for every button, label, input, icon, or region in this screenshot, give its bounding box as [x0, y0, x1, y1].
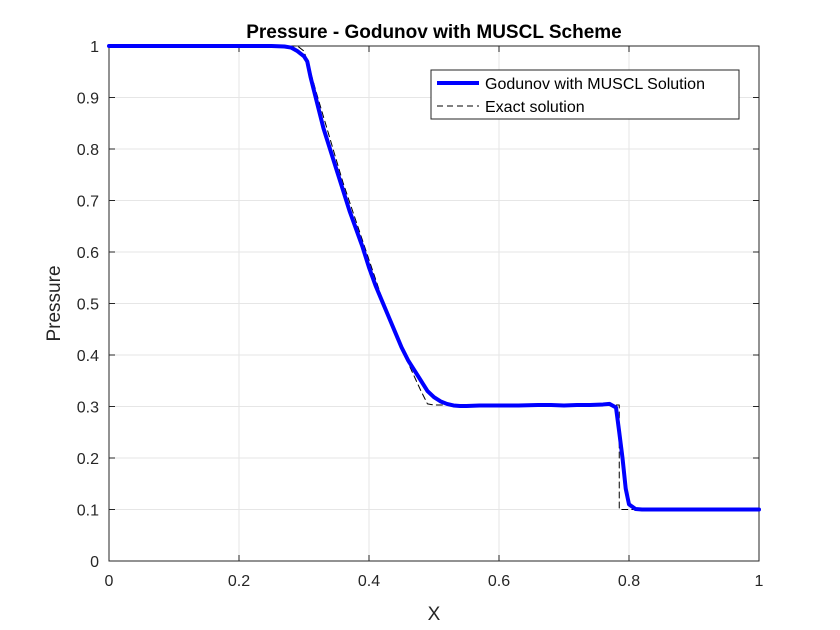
y-tick-label: 0.6 — [77, 245, 99, 262]
x-axis-label: X — [428, 604, 441, 625]
x-tick-label: 0.2 — [228, 573, 250, 590]
series-line-exact — [108, 45, 760, 510]
legend-label-exact: Exact solution — [485, 99, 585, 116]
x-tick-label: 0.6 — [488, 573, 510, 590]
x-tick-label: 0.8 — [618, 573, 640, 590]
x-tick-label: 0.4 — [358, 573, 380, 590]
legend: Godunov with MUSCL Solution Exact soluti… — [430, 69, 740, 120]
legend-label-godunov: Godunov with MUSCL Solution — [485, 76, 705, 93]
series-layer — [107, 44, 761, 512]
y-tick-label: 0.4 — [77, 348, 99, 365]
y-tick-label: 0 — [90, 554, 99, 571]
legend-box — [430, 69, 740, 120]
ticks: 0 0.2 0.4 0.6 0.8 1 0 0.1 0.2 0.3 0.4 0.5 0.6 0.7 0.8 0… — [77, 39, 764, 590]
y-tick-label: 0.5 — [77, 297, 99, 314]
x-tick-label: 0 — [105, 573, 114, 590]
x-tick-label: 1 — [755, 573, 764, 590]
y-tick-label: 0.7 — [77, 194, 99, 211]
y-tick-label: 1 — [90, 39, 99, 56]
y-tick-label: 0.2 — [77, 451, 99, 468]
y-tick-label: 0.8 — [77, 142, 99, 159]
y-axis-label: Pressure — [44, 265, 65, 341]
grid — [108, 45, 760, 562]
chart-title: Pressure - Godunov with MUSCL Scheme — [246, 22, 622, 43]
series-line-godunov — [107, 44, 761, 512]
y-tick-label: 0.3 — [77, 400, 99, 417]
y-tick-label: 0.1 — [77, 503, 99, 520]
y-tick-label: 0.9 — [77, 91, 99, 108]
